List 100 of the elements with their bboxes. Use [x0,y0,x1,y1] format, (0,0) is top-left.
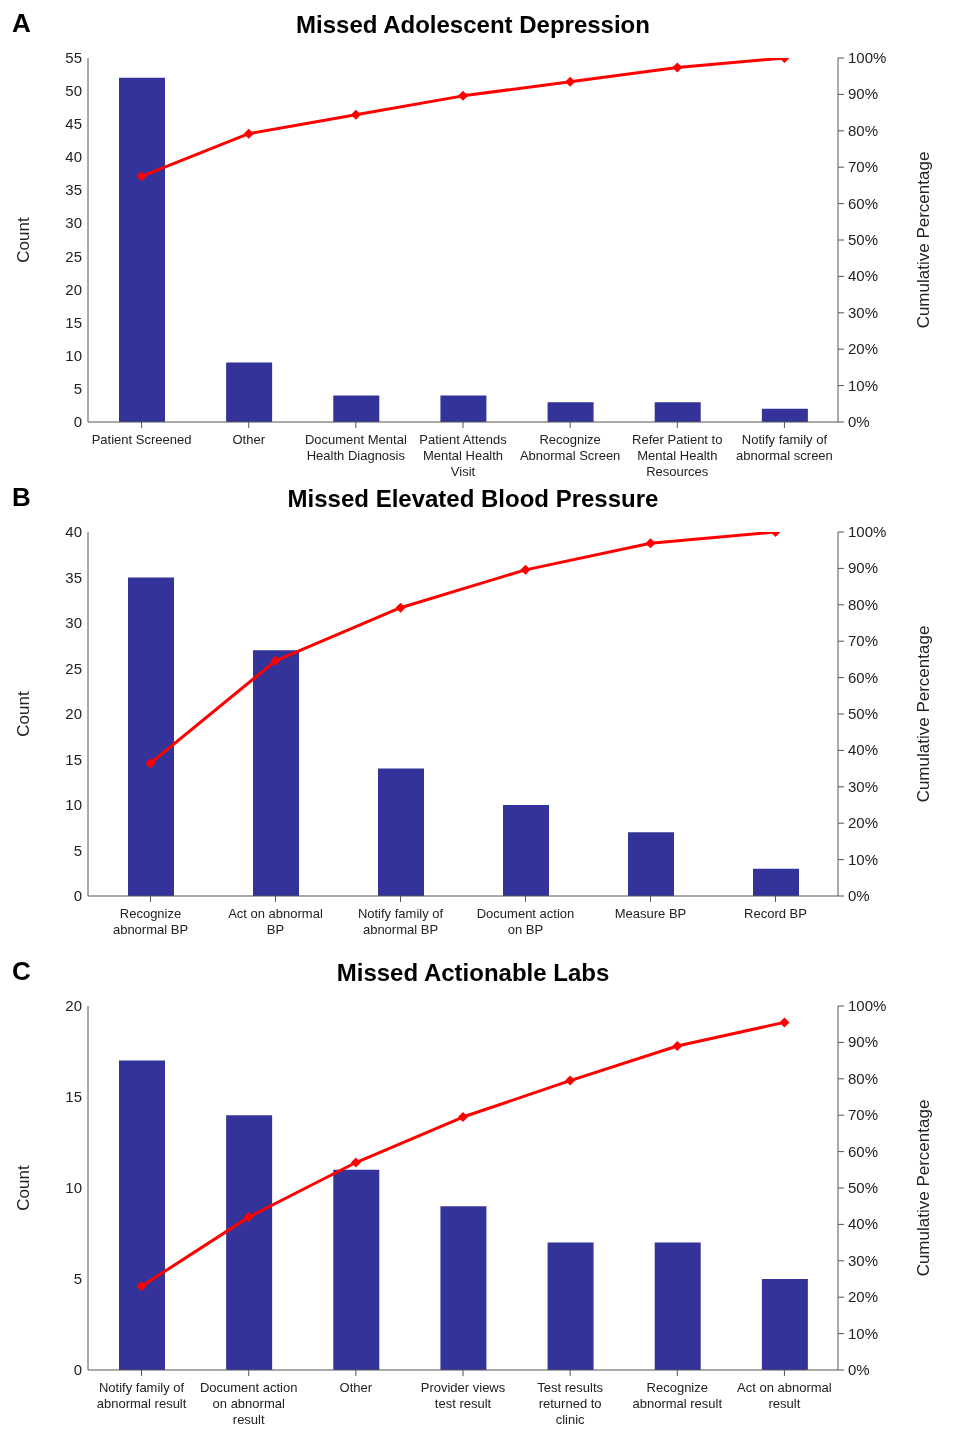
x-tick-label: Act on abnormal result [737,1380,832,1411]
x-tick-label: Notify family of abnormal BP [357,906,444,937]
bar [654,402,701,422]
point [565,76,576,87]
y2-tick-label: 50% [848,1179,879,1196]
point [350,1157,361,1168]
y2-tick-label: 50% [848,231,879,248]
x-tick-label: Recognize abnormal BP [112,906,189,937]
bar [119,1060,165,1370]
y-tick-label: 35 [65,181,82,199]
point [243,1212,254,1223]
y-axis-title: Count [14,217,34,263]
y-tick-label: 20 [65,280,82,298]
bar [226,1115,273,1370]
y-tick-label: 20 [65,997,82,1014]
y-tick-label: 25 [65,247,82,265]
y-tick-label: 50 [65,82,82,100]
x-tick-label: Recognize abnormal result [632,1380,723,1411]
chart-title: Missed Adolescent Depression [296,11,650,38]
y2-axis-title: Cumulative Percentage [914,1099,934,1277]
y-tick-label: 5 [73,379,82,397]
text: C [12,956,31,987]
point [270,655,281,666]
y-tick-label: 10 [65,796,82,813]
y-tick-label: 30 [65,614,82,631]
point [243,128,254,139]
y-tick-label: 20 [65,705,82,722]
bar [333,1169,380,1370]
x-tick-label: Record BP [744,906,807,921]
y-tick-label: 40 [65,523,82,540]
y2-tick-label: 10% [848,376,879,394]
y-tick-label: 0 [73,413,82,430]
y2-tick-label: 60% [848,668,879,686]
x-tick-label: Act on abnormal BP [228,906,323,937]
y-tick-label: 35 [65,568,82,586]
y2-tick-label: 0% [848,413,870,430]
y2-tick-label: 10% [848,1324,879,1342]
y-tick-label: 25 [65,659,82,677]
y-tick-label: 15 [65,750,82,768]
point [458,90,468,101]
point [672,62,683,73]
y2-tick-label: 80% [848,1069,879,1087]
bar [119,77,165,422]
y2-tick-label: 80% [848,595,879,613]
y2-tick-label: 30% [848,1251,879,1269]
y2-tick-label: 50% [848,705,879,722]
y-axis-title: Count [14,691,34,737]
x-tick-label: Other [339,1380,373,1395]
y-tick-label: 55 [65,49,82,66]
x-tick-label: Patient Attends Mental Health Visit [419,432,508,479]
bar [226,362,273,422]
point [565,1075,576,1086]
x-tick-label: Notify family of abnormal result [96,1380,187,1411]
x-tick-label: Other [232,432,266,447]
point [136,171,147,182]
y2-tick-label: 100% [848,523,887,540]
x-tick-label: Refer Patient to Mental Health Resources [632,432,723,479]
point [520,564,531,575]
y2-tick-label: 0% [848,1361,870,1378]
y-tick-label: 0 [73,1361,82,1378]
bar [440,1206,487,1370]
y2-tick-label: 90% [848,559,879,577]
y2-tick-label: 30% [848,777,879,795]
x-tick-label: Test results returned to clinic [537,1380,604,1427]
bar [761,1279,808,1370]
y2-tick-label: 20% [848,340,879,358]
y2-tick-label: 10% [848,850,879,868]
y-tick-label: 45 [65,115,82,133]
bar [333,395,380,422]
y-tick-label: 5 [73,1270,82,1287]
bar [128,577,174,896]
y-tick-label: 0 [73,887,82,904]
point [395,602,406,613]
y2-tick-label: 80% [848,121,879,139]
y2-axis-title: Cumulative Percentage [914,151,934,329]
bar [440,395,487,422]
y2-tick-label: 40% [848,1215,879,1233]
bar [253,650,299,896]
y-tick-label: 40 [65,148,82,166]
x-tick-label: Document action on abnormal result [199,1380,298,1427]
y2-tick-label: 60% [848,1142,879,1160]
point [672,1041,683,1052]
y2-tick-label: 90% [848,85,879,103]
point [145,758,156,769]
y2-tick-label: 40% [848,267,879,285]
y2-tick-label: 40% [848,741,879,759]
point [350,109,361,120]
x-tick-label: Document Mental Health Diagnosis [304,432,407,463]
y2-tick-label: 70% [848,1106,879,1124]
bar [628,832,674,896]
y2-tick-label: 70% [848,158,879,176]
y-tick-label: 10 [65,346,82,364]
x-tick-label: Provider views test result [420,1380,506,1411]
y2-tick-label: 70% [848,632,879,650]
y-axis-title: Count [14,1165,34,1211]
y2-tick-label: 30% [848,303,879,321]
x-tick-label: Notify family of abnormal screen [736,432,833,463]
point [458,1112,468,1123]
point [136,1281,147,1292]
y2-tick-label: 20% [848,814,879,832]
